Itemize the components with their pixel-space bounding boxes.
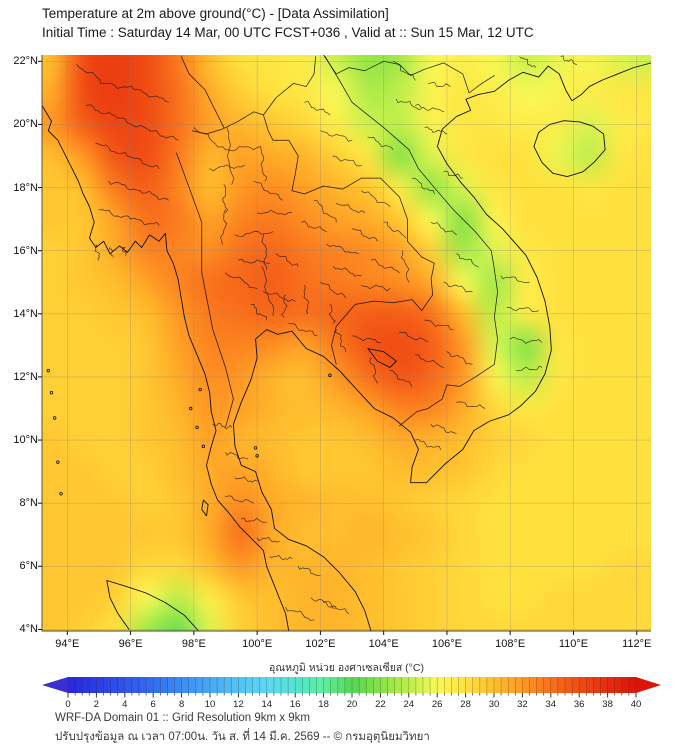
y-tick-label: 16°N bbox=[13, 244, 38, 257]
y-tick-label: 4°N bbox=[19, 623, 38, 636]
x-tick-label: 94°E bbox=[55, 638, 80, 650]
x-tick-label: 100°E bbox=[242, 638, 273, 650]
colorbar-tick-label: 4 bbox=[122, 699, 128, 710]
footer-update-info: ปรับปรุงข้อมูล ณ เวลา 07:00น. วัน ส. ที่… bbox=[55, 731, 430, 743]
y-tick-label: 22°N bbox=[13, 55, 38, 68]
colorbar-tick-label: 24 bbox=[403, 699, 415, 710]
colorbar-canvas bbox=[0, 672, 676, 699]
colorbar-tick-label: 36 bbox=[573, 699, 585, 710]
colorbar-tick-label: 40 bbox=[630, 699, 642, 710]
colorbar-tick-label: 6 bbox=[150, 699, 156, 710]
colorbar-tick-label: 0 bbox=[65, 699, 71, 710]
colorbar-tick-label: 8 bbox=[178, 699, 185, 710]
colorbar-label: อุณหภูมิ หน่วย องศาเซลเซียส (°C) bbox=[269, 662, 424, 674]
colorbar-tick-label: 10 bbox=[204, 699, 216, 710]
colorbar-tick-label: 16 bbox=[289, 699, 301, 710]
colorbar-tick-label: 14 bbox=[261, 699, 273, 710]
y-tick-label: 20°N bbox=[13, 118, 38, 131]
y-tick-label: 8°N bbox=[19, 497, 38, 510]
footer-domain-info: WRF-DA Domain 01 :: Grid Resolution 9km … bbox=[55, 712, 310, 724]
x-tick-label: 96°E bbox=[118, 638, 143, 650]
colorbar-tick-label: 26 bbox=[431, 699, 443, 710]
colorbar-tick-label: 28 bbox=[460, 699, 471, 710]
colorbar-tick-label: 38 bbox=[602, 699, 613, 710]
x-tick-label: 104°E bbox=[368, 638, 399, 650]
x-tick-label: 102°E bbox=[305, 638, 336, 650]
y-tick-label: 10°N bbox=[13, 434, 38, 447]
colorbar-tick-label: 12 bbox=[233, 699, 244, 710]
colorbar-tick-label: 18 bbox=[318, 699, 329, 710]
x-tick-label: 106°E bbox=[431, 638, 462, 650]
colorbar-tick-label: 34 bbox=[545, 699, 557, 710]
colorbar-tick-label: 20 bbox=[346, 699, 358, 710]
y-tick-label: 6°N bbox=[19, 560, 38, 573]
x-tick-label: 98°E bbox=[181, 638, 206, 650]
temperature-map-canvas bbox=[0, 0, 676, 668]
colorbar-tick-label: 30 bbox=[488, 699, 500, 710]
y-tick-label: 14°N bbox=[13, 307, 38, 320]
x-tick-label: 112°E bbox=[622, 638, 652, 650]
colorbar-tick-label: 22 bbox=[375, 699, 386, 710]
x-tick-label: 108°E bbox=[495, 638, 526, 650]
colorbar-tick-label: 2 bbox=[93, 699, 100, 710]
y-tick-label: 18°N bbox=[13, 181, 38, 194]
x-tick-label: 110°E bbox=[558, 638, 589, 650]
y-tick-label: 12°N bbox=[13, 370, 38, 383]
colorbar-tick-label: 32 bbox=[517, 699, 528, 710]
